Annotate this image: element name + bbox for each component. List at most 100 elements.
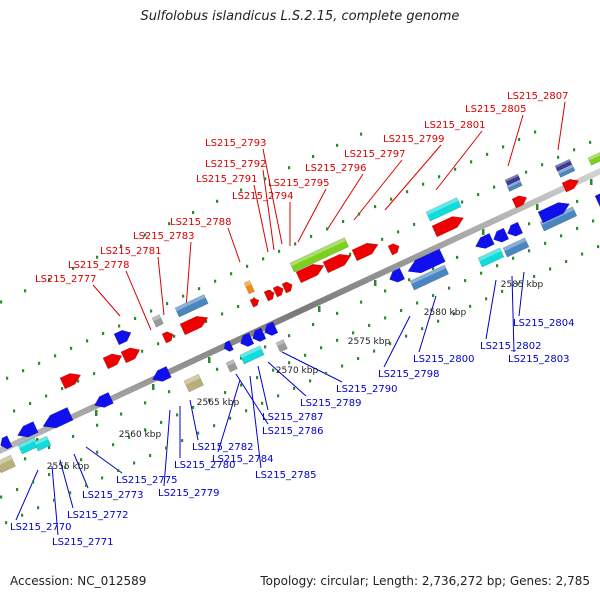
gene-feature-reverse[interactable] — [222, 340, 234, 353]
forward-gene-label: LS215_2793 — [205, 138, 266, 149]
track-tick — [72, 266, 75, 270]
gene-feature-reverse[interactable] — [262, 321, 279, 338]
gene-feature-reverse[interactable] — [17, 437, 39, 455]
forward-gene-label: LS215_2797 — [344, 149, 405, 160]
gene-feature-reverse[interactable] — [275, 339, 288, 353]
gene-feature-forward[interactable] — [554, 158, 573, 172]
gene-feature-reverse[interactable] — [477, 247, 505, 268]
track-tick — [24, 457, 27, 461]
gene-feature-forward[interactable] — [557, 164, 576, 178]
gene-feature-forward[interactable] — [263, 288, 276, 302]
track-tick — [448, 286, 451, 290]
track-tick — [592, 219, 595, 223]
gene-feature-reverse[interactable] — [405, 248, 446, 278]
gene-feature-forward[interactable] — [243, 280, 255, 295]
track-tick — [96, 423, 99, 427]
track-tick — [64, 465, 67, 469]
gene-feature-reverse[interactable] — [40, 406, 74, 432]
track-tick — [264, 345, 267, 349]
forward-gene-leader — [92, 284, 121, 317]
forward-gene-leader — [262, 169, 275, 251]
scale-tick — [152, 384, 155, 390]
track-tick — [464, 279, 467, 283]
gene-feature-reverse[interactable] — [183, 373, 204, 393]
gene-feature-forward[interactable] — [281, 280, 294, 294]
track-tick — [70, 346, 73, 350]
gene-feature-forward[interactable] — [322, 250, 353, 274]
gene-feature-forward[interactable] — [174, 294, 209, 318]
gene-feature-forward[interactable] — [59, 370, 83, 390]
gene-feature-reverse[interactable] — [473, 233, 495, 251]
reverse-gene-leader — [383, 315, 411, 368]
track-tick — [502, 145, 505, 149]
gene-feature-forward[interactable] — [295, 260, 326, 284]
track-tick — [397, 230, 400, 234]
reverse-gene-label: LS215_2798 — [378, 369, 439, 380]
gene-feature-forward[interactable] — [161, 330, 175, 344]
reverse-gene-leader — [59, 459, 74, 509]
gene-feature-forward[interactable] — [351, 239, 381, 262]
gene-feature-reverse[interactable] — [250, 327, 267, 344]
track-tick — [181, 439, 184, 443]
forward-gene-label: LS215_2807 — [507, 91, 568, 102]
gene-feature-reverse[interactable] — [92, 392, 114, 410]
forward-gene-leader — [297, 188, 327, 243]
gene-feature-forward[interactable] — [179, 312, 210, 336]
track-tick — [432, 294, 435, 298]
gene-feature-reverse[interactable] — [0, 454, 16, 474]
track-tick — [565, 260, 568, 264]
scale-tick — [590, 179, 593, 185]
scale-label: 2570 kbp — [276, 366, 319, 376]
gene-feature-reverse[interactable] — [239, 345, 265, 365]
track-tick — [54, 354, 57, 358]
track-tick — [144, 401, 147, 405]
track-tick — [0, 495, 3, 499]
gene-feature-forward[interactable] — [504, 173, 521, 186]
gene-feature-reverse[interactable] — [0, 435, 13, 451]
gene-feature-forward[interactable] — [431, 212, 466, 238]
reverse-gene-leader — [85, 446, 123, 474]
gene-feature-reverse[interactable] — [33, 435, 52, 452]
gene-feature-reverse[interactable] — [238, 332, 255, 349]
gene-feature-forward[interactable] — [511, 193, 529, 209]
gene-feature-reverse[interactable] — [502, 237, 530, 258]
scale-tick — [318, 306, 321, 312]
forward-gene-label: LS215_2781 — [100, 246, 161, 257]
track-tick — [528, 222, 531, 226]
track-tick — [32, 480, 35, 484]
gene-feature-reverse[interactable] — [150, 366, 172, 384]
gene-feature-forward[interactable] — [506, 179, 523, 192]
gene-feature-forward[interactable] — [537, 198, 572, 224]
gene-feature-forward[interactable] — [594, 192, 600, 208]
gene-feature-reverse[interactable] — [15, 421, 39, 441]
gene-feature-forward[interactable] — [561, 176, 581, 193]
gene-feature-forward[interactable] — [113, 327, 134, 346]
track-tick — [278, 249, 281, 253]
gene-feature-reverse[interactable] — [225, 359, 238, 373]
gene-feature-forward[interactable] — [425, 197, 462, 222]
gene-feature-reverse[interactable] — [505, 221, 524, 239]
track-tick — [456, 255, 459, 259]
scale-label: 2580 kbp — [424, 308, 467, 318]
reverse-gene-label: LS215_2785 — [255, 470, 316, 481]
gene-feature-forward[interactable] — [249, 297, 261, 308]
scale-label: 2565 kbp — [197, 398, 240, 408]
gene-feature-reverse[interactable] — [387, 267, 406, 285]
gene-feature-forward[interactable] — [587, 151, 600, 166]
gene-feature-reverse[interactable] — [491, 227, 510, 245]
reverse-gene-leader — [217, 379, 241, 453]
gene-feature-forward[interactable] — [151, 314, 164, 328]
gene-feature-forward[interactable] — [289, 237, 349, 273]
gene-feature-forward[interactable] — [120, 344, 142, 364]
gene-feature-forward[interactable] — [272, 284, 285, 298]
scale-tick — [536, 204, 539, 210]
track-tick — [288, 334, 291, 338]
gene-feature-forward[interactable] — [102, 350, 124, 370]
gene-feature-forward[interactable] — [387, 242, 401, 256]
track-tick — [400, 308, 403, 312]
track-tick — [576, 199, 579, 203]
track-tick — [22, 369, 25, 373]
genome-backbone — [0, 168, 600, 454]
gene-feature-reverse[interactable] — [409, 264, 449, 291]
